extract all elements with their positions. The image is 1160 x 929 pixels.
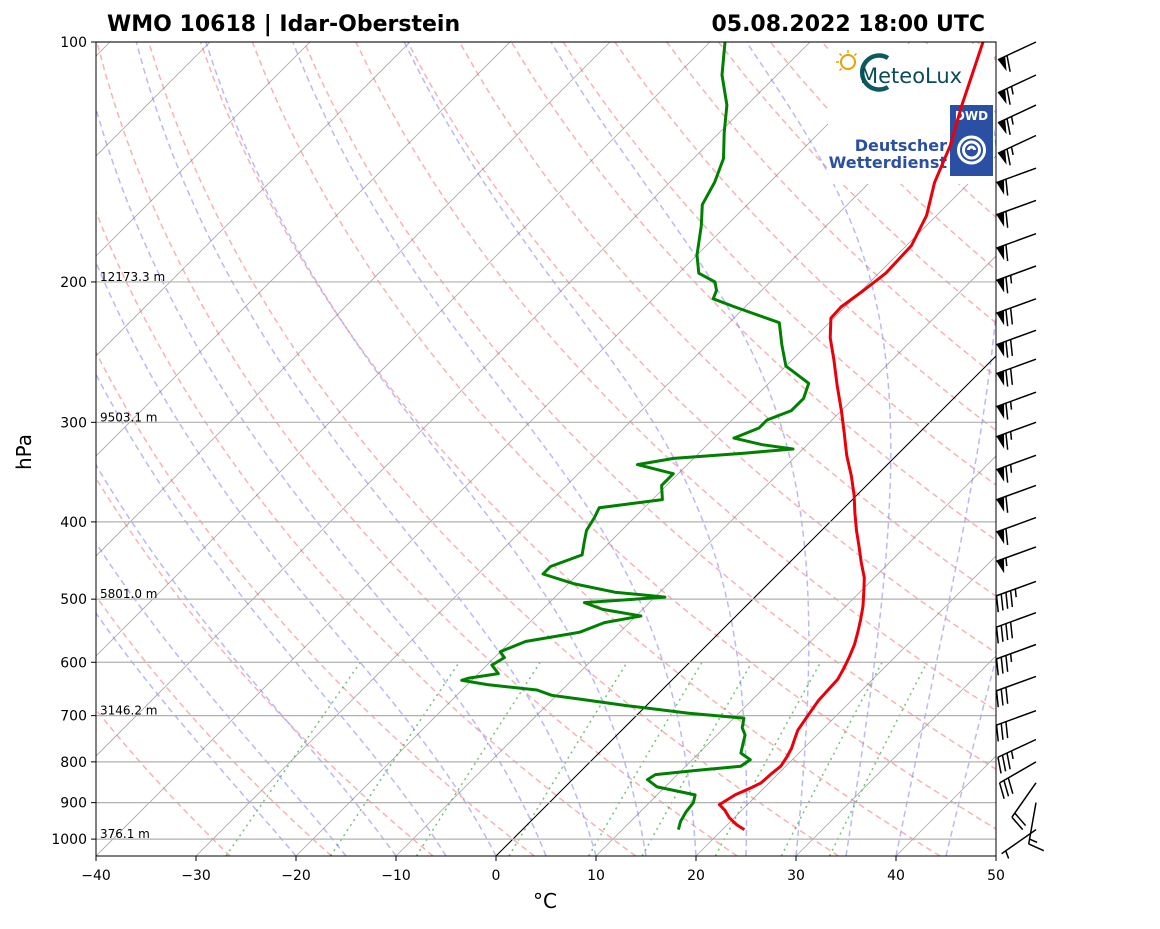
x-axis-label: °C [533,889,557,913]
x-tick-label: 40 [887,868,905,884]
x-tick-label: 20 [687,868,705,884]
height-label: 376.1 m [100,827,150,841]
y-tick-label: 200 [60,275,87,291]
height-label: 3146.2 m [100,704,158,718]
y-axis-label: hPa [12,434,36,470]
x-tick-label: −20 [281,868,311,884]
y-tick-label: 700 [60,709,87,725]
chart-title-station: WMO 10618 | Idar-Oberstein [107,12,460,37]
x-tick-label: 0 [492,868,501,884]
y-tick-label: 600 [60,655,87,671]
y-tick-label: 800 [60,755,87,771]
x-tick-label: −10 [381,868,411,884]
y-tick-label: 500 [60,592,87,608]
y-tick-label: 300 [60,415,87,431]
dwd-wordmark-line2: Wetterdienst [829,153,948,172]
logo-area: MeteoLux DWD Deutscher Wetterdienst [828,44,994,184]
height-label: 9503.1 m [100,410,158,424]
x-tick-label: 10 [587,868,605,884]
x-tick-label: −30 [181,868,211,884]
y-tick-label: 1000 [51,832,87,848]
y-tick-label: 400 [60,515,87,531]
y-tick-label: 900 [60,796,87,812]
x-tick-label: 50 [987,868,1005,884]
chart-title-time: 05.08.2022 18:00 UTC [711,12,985,37]
height-label: 12173.3 m [100,270,165,284]
x-tick-label: 30 [787,868,805,884]
meteolux-wordmark: MeteoLux [860,64,962,88]
y-tick-label: 100 [60,35,87,51]
x-tick-label: −40 [81,868,111,884]
height-label: 5801.0 m [100,587,158,601]
